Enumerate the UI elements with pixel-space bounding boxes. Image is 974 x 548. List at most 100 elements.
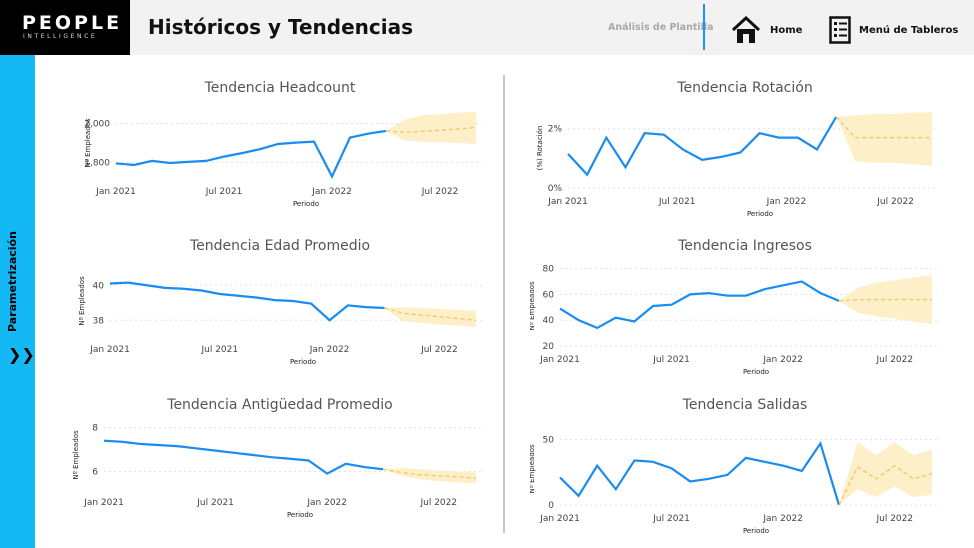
chart-antiguedad: Tendencia Antigüedad Promedio 8 6 Nº Emple… bbox=[60, 393, 500, 533]
chart-salidas: Tendencia Salidas 50 0 Nº Empleados Jan 202… bbox=[528, 393, 960, 535]
x-tick-label: Jul 2022 bbox=[875, 355, 913, 365]
people-intelligence-logo: PEOPLE INTELLIGENCE bbox=[0, 0, 130, 55]
x-tick-label: Jan 2021 bbox=[83, 498, 124, 508]
home-label: Home bbox=[770, 24, 803, 36]
x-tick-label: Jul 2022 bbox=[876, 197, 914, 207]
home-button[interactable]: Home bbox=[731, 15, 802, 45]
y-axis-label: (%) Rotación bbox=[536, 126, 544, 171]
x-tick-label: Jul 2021 bbox=[652, 514, 690, 524]
y-axis-label: Nº Empleados bbox=[530, 444, 536, 494]
y-axis-label: Nº Empleados bbox=[72, 430, 80, 480]
center-divider bbox=[503, 75, 505, 533]
y-tick-label: 40 bbox=[93, 281, 105, 291]
x-tick-label: Jul 2021 bbox=[205, 187, 243, 197]
forecast-line bbox=[385, 126, 477, 133]
forecast-line bbox=[382, 468, 477, 479]
y-tick-label: 50 bbox=[543, 436, 555, 446]
chart-canvas-salidas: 50 0 Nº Empleados Jan 2021 Jul 2021 Jan 2022 J… bbox=[528, 436, 938, 535]
x-axis-label: Periodo bbox=[290, 358, 316, 366]
y-tick-label: 60 bbox=[543, 290, 555, 300]
y-tick-label: 6 bbox=[92, 467, 98, 477]
y-tick-label: 8 bbox=[92, 424, 98, 434]
x-tick-label: Jan 2021 bbox=[539, 514, 580, 524]
x-tick-label: Jan 2021 bbox=[89, 345, 130, 355]
y-axis-label: Nº Empleados bbox=[84, 118, 92, 168]
x-tick-label: Jul 2021 bbox=[652, 355, 690, 365]
x-tick-label: Jan 2021 bbox=[547, 197, 588, 207]
y-tick-label: 40 bbox=[543, 316, 555, 326]
y-tick-label: 20 bbox=[543, 342, 555, 352]
forecast-line bbox=[838, 464, 933, 506]
x-tick-label: Jul 2022 bbox=[420, 345, 458, 355]
x-tick-label: Jan 2022 bbox=[762, 355, 803, 365]
chart-canvas-edad: 40 38 Nº Empleados Jan 2021 Jul 2021 Jan 2022… bbox=[78, 276, 482, 366]
chart-canvas-ingresos: 80 60 40 20 Nº Empleados Jan 2021 Jul 2021 Jan … bbox=[528, 265, 938, 376]
series-line bbox=[115, 129, 387, 179]
y-tick-label: 2% bbox=[548, 125, 563, 135]
chart-title: Tendencia Salidas bbox=[682, 397, 808, 413]
x-tick-label: Jan 2022 bbox=[309, 345, 350, 355]
chart-title: Tendencia Headcount bbox=[204, 80, 356, 96]
logo-main-text: PEOPLE bbox=[22, 12, 123, 34]
chart-title: Tendencia Rotación bbox=[677, 80, 813, 96]
forecast-band bbox=[383, 468, 476, 484]
chart-rotacion: Tendencia Rotación 2% 0% (%) Rotación Jan 2… bbox=[530, 76, 960, 218]
forecast-line bbox=[838, 298, 932, 302]
chart-headcount: Tendencia Headcount 2,000 1,800 Nº Emplead… bbox=[60, 76, 500, 216]
home-icon bbox=[731, 16, 761, 43]
y-axis-label: Nº Empleados bbox=[78, 276, 86, 326]
chart-canvas-antiguedad: 8 6 Nº Empleados Jan 2021 Jul 2021 Jan 2022 Ju… bbox=[72, 424, 482, 519]
menu-tableros-label: Menú de Tableros bbox=[859, 24, 959, 36]
analysis-link[interactable]: Análisis de Plantilla bbox=[608, 22, 714, 33]
chart-canvas-rotacion: 2% 0% (%) Rotación Jan 2021 Jul 2021 Jan 2022… bbox=[536, 112, 938, 218]
series-line bbox=[559, 280, 840, 330]
chart-title: Tendencia Ingresos bbox=[678, 238, 812, 254]
chart-edad-promedio: Tendencia Edad Promedio 40 38 Nº Empleados… bbox=[60, 234, 500, 374]
x-axis-label: Periodo bbox=[747, 210, 773, 216]
sidebar-label: Parametrización bbox=[6, 231, 19, 332]
x-tick-label: Jul 2022 bbox=[421, 187, 459, 197]
x-tick-label: Jan 2022 bbox=[306, 498, 347, 508]
x-tick-label: Jul 2021 bbox=[200, 345, 238, 355]
forecast-line bbox=[384, 307, 477, 321]
chart-ingresos: Tendencia Ingresos 80 60 40 20 Nº Empleados J… bbox=[528, 234, 960, 376]
y-tick-label: 2,000 bbox=[84, 120, 110, 130]
x-tick-label: Jan 2022 bbox=[311, 187, 352, 197]
forecast-band bbox=[386, 111, 476, 144]
series-line bbox=[109, 281, 385, 322]
x-tick-label: Jan 2021 bbox=[95, 187, 136, 197]
x-tick-label: Jan 2021 bbox=[539, 355, 580, 365]
top-header: PEOPLE INTELLIGENCE Históricos y Tendenc… bbox=[0, 0, 974, 55]
header-divider bbox=[703, 4, 705, 50]
x-tick-label: Jul 2021 bbox=[658, 197, 696, 207]
forecast-band bbox=[384, 307, 476, 328]
y-tick-label: 38 bbox=[93, 316, 105, 326]
y-tick-label: 0% bbox=[548, 184, 563, 194]
y-axis-label: Nº Empleados bbox=[530, 281, 536, 331]
x-tick-label: Jul 2022 bbox=[875, 514, 913, 524]
forecast-band bbox=[836, 112, 932, 166]
forecast-line bbox=[835, 116, 932, 139]
x-axis-label: Periodo bbox=[743, 527, 769, 533]
x-axis-label: Periodo bbox=[287, 511, 313, 519]
x-tick-label: Jul 2022 bbox=[419, 498, 457, 508]
y-tick-label: 0 bbox=[548, 501, 554, 511]
chart-title: Tendencia Edad Promedio bbox=[189, 238, 371, 254]
checklist-icon bbox=[829, 16, 851, 44]
series-line bbox=[567, 116, 838, 177]
page-title: Históricos y Tendencias bbox=[148, 15, 413, 39]
y-tick-label: 1,800 bbox=[84, 158, 110, 168]
logo-sub-text: INTELLIGENCE bbox=[23, 33, 98, 40]
x-tick-label: Jan 2022 bbox=[766, 197, 807, 207]
forecast-band bbox=[839, 442, 932, 505]
menu-tableros-button[interactable]: Menú de Tableros bbox=[829, 15, 958, 45]
double-chevron-right-icon[interactable]: ❯❯ bbox=[8, 345, 35, 364]
x-tick-label: Jan 2022 bbox=[762, 514, 803, 524]
series-line bbox=[103, 439, 384, 475]
x-tick-label: Jul 2021 bbox=[196, 498, 234, 508]
parametrizacion-sidebar[interactable]: Parametrización ❯❯ bbox=[0, 55, 35, 548]
series-line bbox=[559, 440, 841, 506]
y-tick-label: 80 bbox=[543, 265, 555, 275]
x-axis-label: Periodo bbox=[743, 368, 769, 374]
